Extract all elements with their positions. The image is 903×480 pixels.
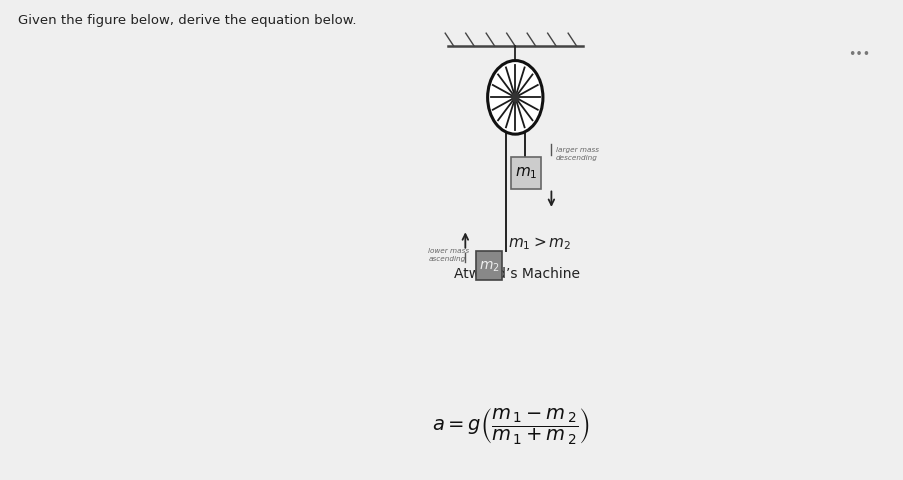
Text: $a = g\left(\dfrac{m_{\,1} - m_{\,2}}{m_{\,1} + m_{\,2}}\right)$: $a = g\left(\dfrac{m_{\,1} - m_{\,2}}{m_… <box>432 405 589 445</box>
Text: larger mass
descending: larger mass descending <box>555 147 599 161</box>
Text: lower mass
ascending: lower mass ascending <box>428 248 469 262</box>
Text: •••: ••• <box>847 48 869 61</box>
Bar <box>476 251 502 280</box>
Bar <box>511 157 540 189</box>
Text: Given the figure below, derive the equation below.: Given the figure below, derive the equat… <box>18 14 356 27</box>
Circle shape <box>511 94 518 103</box>
Circle shape <box>487 61 543 135</box>
Text: $m_1 > m_2$: $m_1 > m_2$ <box>507 235 571 252</box>
Text: Atwood’s Machine: Atwood’s Machine <box>453 266 579 281</box>
Text: $m_2$: $m_2$ <box>479 259 499 273</box>
Text: $m_1$: $m_1$ <box>514 166 536 181</box>
